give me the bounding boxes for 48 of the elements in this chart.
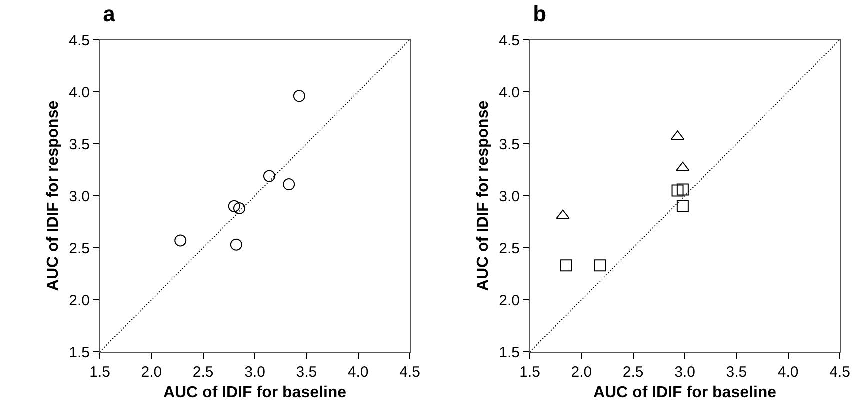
y-tick-label: 4.5 (69, 32, 90, 50)
y-tick-label: 3.5 (69, 136, 90, 154)
x-axis-title: AUC of IDIF for baseline (593, 384, 777, 402)
x-tick-label: 3.5 (726, 364, 748, 381)
x-tick-label: 4.5 (830, 364, 850, 381)
y-tick-label: 3.0 (499, 188, 520, 206)
y-axis-title: AUC of IDIF for response (45, 100, 62, 292)
point (283, 178, 296, 191)
y-tick-label: 4.0 (499, 84, 520, 102)
x-tick-label: 3.5 (296, 364, 318, 381)
point (560, 260, 572, 272)
x-tick-label: 4.0 (348, 364, 369, 381)
point (556, 210, 570, 220)
x-tick-label: 3.0 (244, 364, 266, 381)
x-tick-label: 2.5 (192, 364, 214, 381)
x-tick-label: 4.0 (778, 364, 799, 381)
x-tick-label: 1.5 (90, 364, 110, 381)
x-tick-label: 4.5 (400, 364, 420, 381)
point (174, 234, 187, 247)
point (230, 238, 242, 251)
point (676, 184, 689, 196)
y-tick-label: 1.5 (69, 344, 90, 362)
x-tick-label: 3.0 (674, 364, 696, 381)
y-tick-label: 3.0 (69, 188, 90, 206)
point (676, 200, 689, 212)
x-axis-title: AUC of IDIF for baseline (163, 384, 347, 402)
y-tick-label: 4.0 (69, 84, 90, 102)
y-tick-label: 4.5 (499, 32, 520, 50)
chart-title: a (103, 1, 116, 26)
y-tick-label: 2.5 (69, 240, 90, 258)
x-tick-label: 2.0 (141, 364, 162, 381)
point (228, 200, 240, 212)
point (672, 184, 684, 197)
x-tick-label: 2.5 (622, 364, 644, 381)
y-axis-title: AUC of IDIF for response (475, 100, 492, 292)
x-tick-label: 1.5 (520, 364, 540, 381)
y-tick-label: 2.0 (69, 292, 90, 310)
point (676, 162, 690, 172)
y-tick-label: 1.5 (499, 344, 520, 362)
x-tick-label: 2.0 (571, 364, 592, 381)
point (594, 260, 606, 272)
chart-title: b (533, 1, 547, 26)
y-tick-label: 2.0 (499, 292, 520, 310)
point (293, 90, 306, 102)
point (263, 170, 276, 182)
y-tick-label: 3.5 (499, 136, 520, 154)
y-tick-label: 2.5 (499, 240, 520, 258)
point (234, 202, 246, 214)
